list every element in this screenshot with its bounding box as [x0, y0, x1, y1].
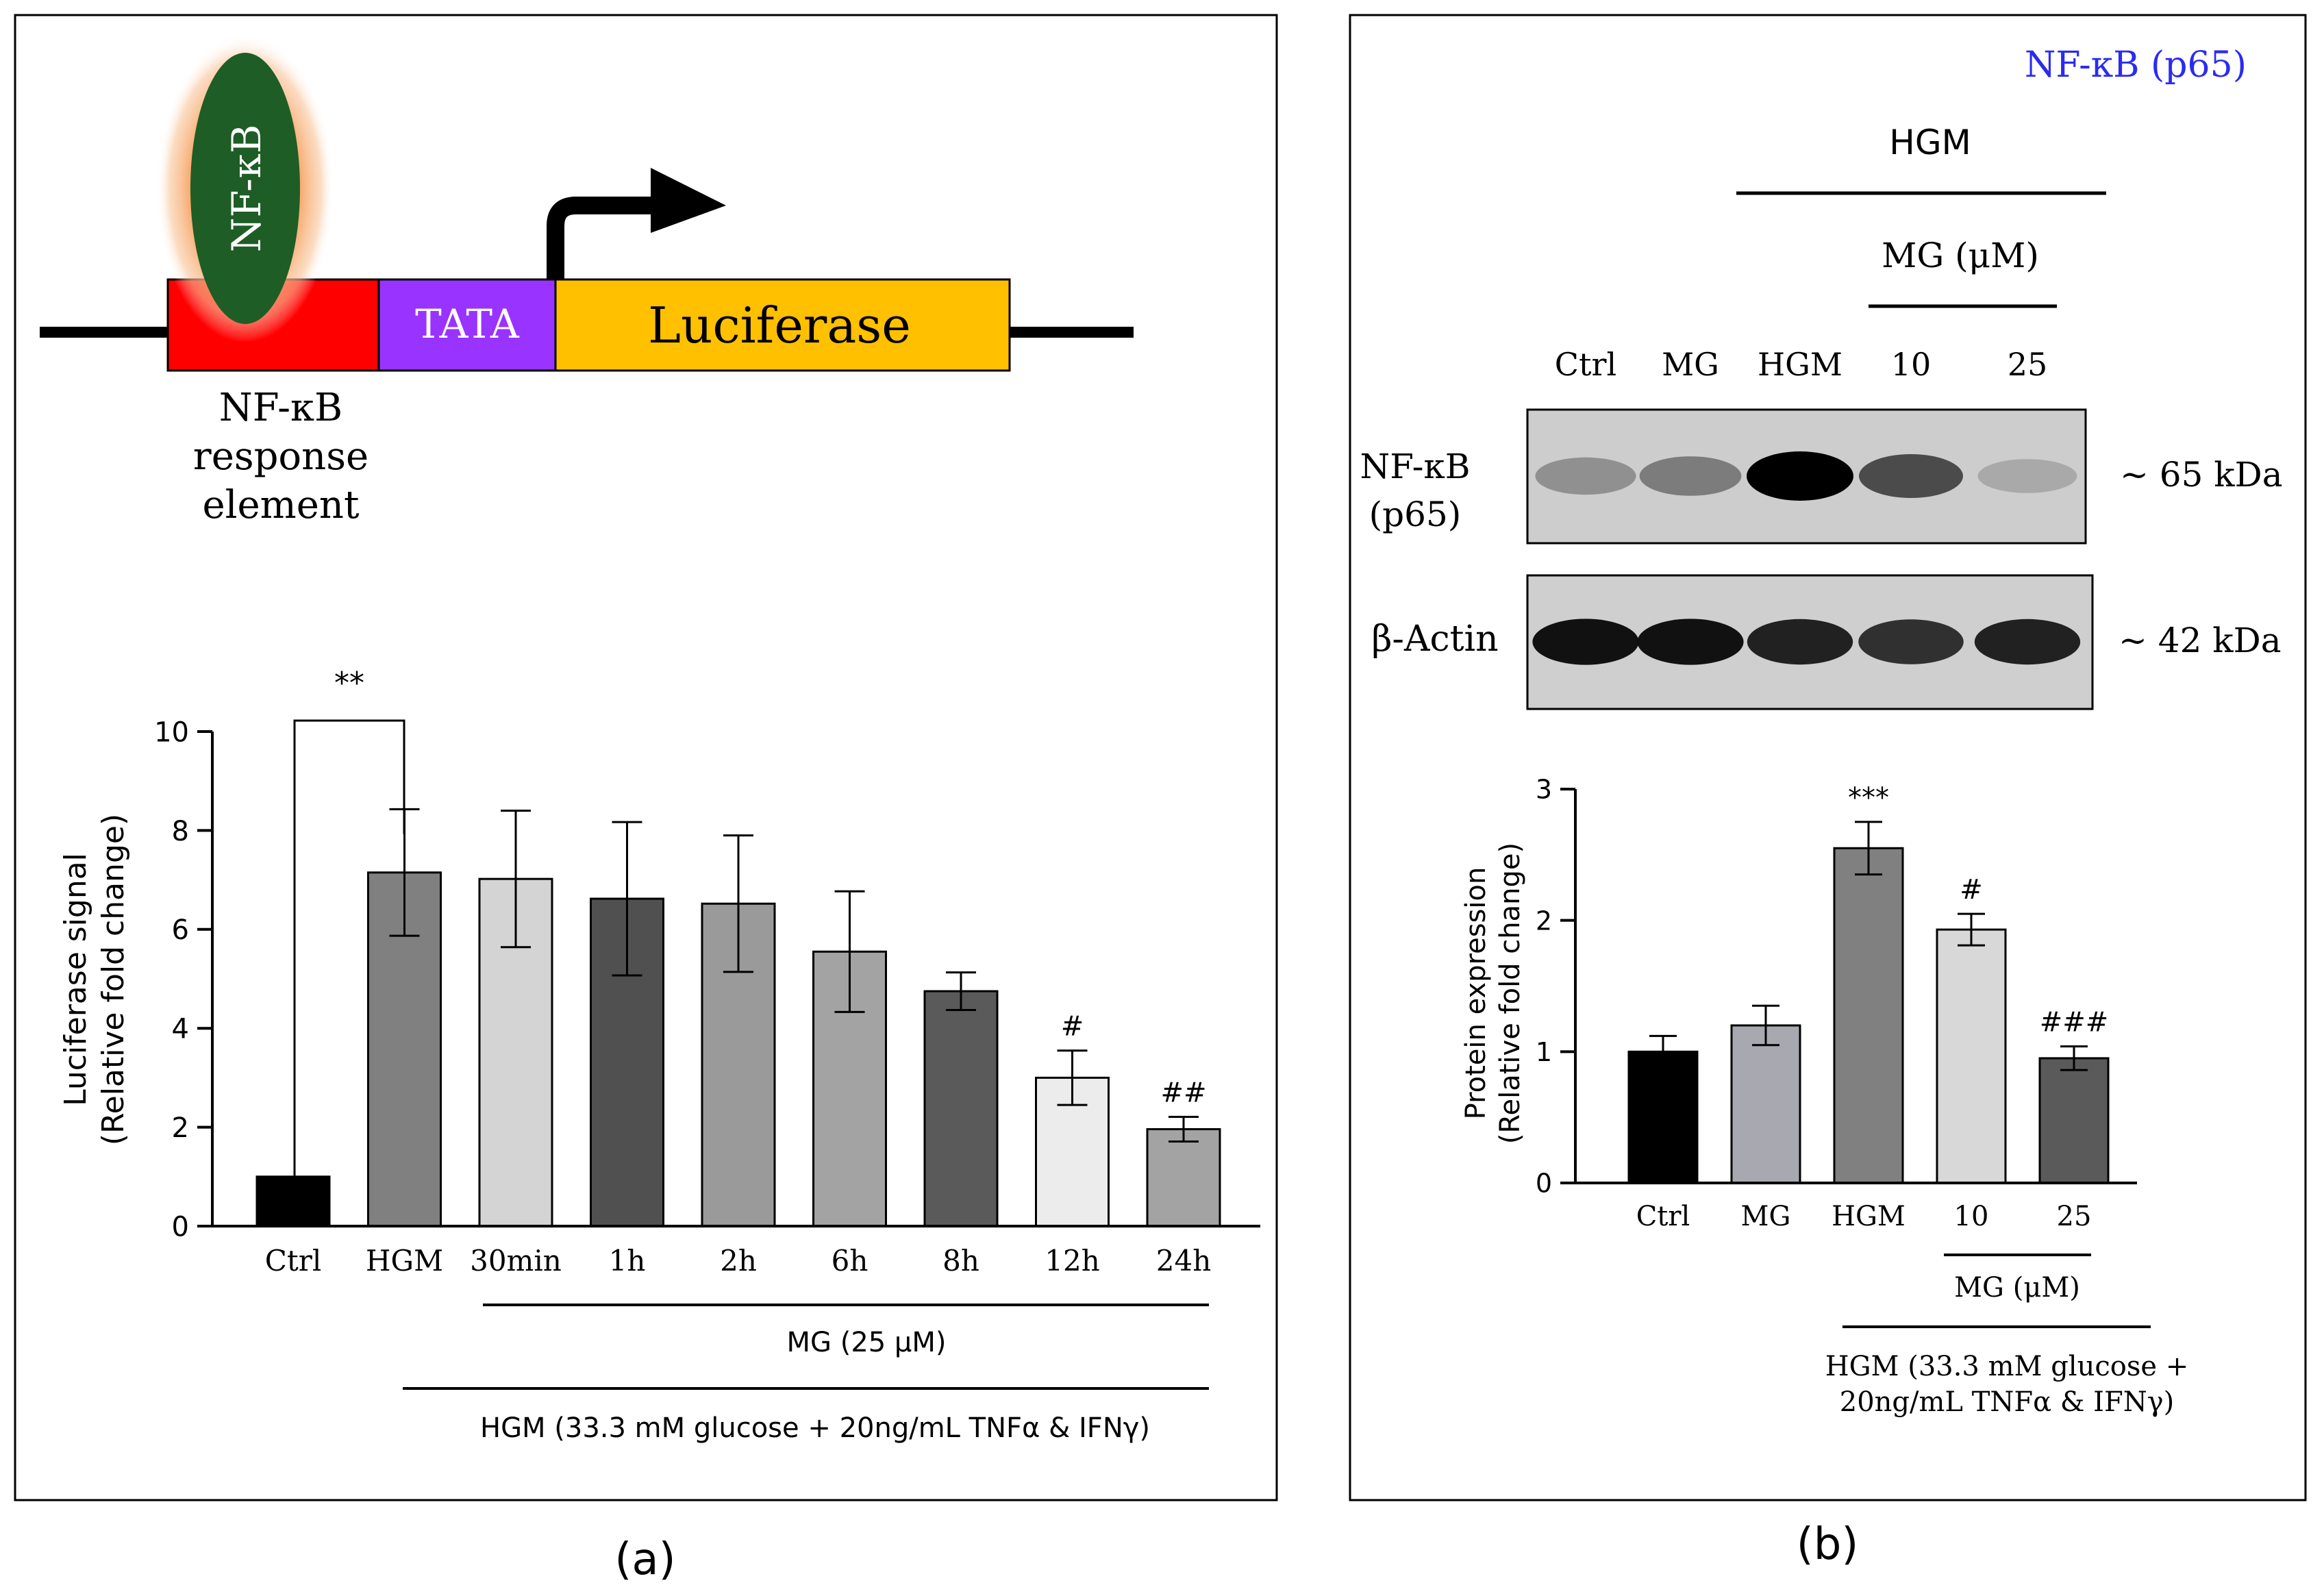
blot-band: [1859, 454, 1963, 498]
blot-size-nfkb: ~ 65 kDa: [2120, 455, 2283, 495]
y-tick-label: 3: [1536, 775, 1552, 805]
blot-band: [1858, 619, 1964, 664]
chart-a-significance-bracket: [293, 719, 405, 1177]
significance-marker: ***: [1848, 782, 1889, 814]
x-tick-label: 1h: [609, 1244, 646, 1277]
blot-size-actin: ~ 42 kDa: [2119, 621, 2282, 660]
blot-band: [1532, 619, 1639, 665]
blot-lane-label: Ctrl: [1555, 346, 1616, 383]
blot-mg-label: MG (μM): [1882, 236, 2039, 275]
chart-b-mg-group-label: MG (μM): [1954, 1272, 2080, 1304]
x-tick-label: 2h: [720, 1244, 757, 1277]
chart-a-mg-group-label: MG (25 μM): [786, 1327, 946, 1358]
y-tick-label: 1: [1536, 1037, 1552, 1067]
blot-lane-label: HGM: [1758, 346, 1842, 383]
blot-hgm-label: HGM: [1889, 123, 1971, 162]
x-tick-label: 30min: [470, 1244, 562, 1277]
x-tick-label: 6h: [832, 1244, 869, 1277]
chart-a-hgm-group-label: HGM (33.3 mM glucose + 20ng/mL TNFα & IF…: [480, 1412, 1150, 1444]
response-element-line3: element: [202, 483, 360, 527]
nfkb-oval: [190, 53, 300, 324]
y-tick-label: 0: [172, 1211, 189, 1243]
blot-row-label-line2: (p65): [1369, 495, 1462, 534]
response-element-line2: response: [193, 434, 368, 479]
x-tick-label: 25: [2057, 1201, 2092, 1232]
y-tick-label: 2: [1536, 906, 1552, 936]
panel-b: NF-κB (p65) HGM MG (μM) Ctrl MG HGM 10 2…: [1349, 14, 2307, 1501]
x-tick-label: 12h: [1045, 1244, 1100, 1277]
blot-lane-label: 10: [1891, 346, 1932, 383]
blot-row-actin: β-Actin ~ 42 kDa: [1371, 574, 2282, 710]
significance-marker: ##: [1160, 1077, 1206, 1108]
blot-band: [1637, 619, 1744, 665]
significance-marker: ###: [2040, 1007, 2109, 1038]
bar-ctrl: [255, 1175, 331, 1227]
blot-band: [1974, 619, 2081, 665]
bar-10: [1936, 928, 2007, 1184]
bar-8h: [923, 990, 999, 1227]
blot-band: [1535, 457, 1636, 495]
panel-a-frame: [14, 14, 1278, 1501]
x-tick-label: HGM: [366, 1244, 443, 1277]
transcription-arrow-head: [651, 168, 726, 233]
x-tick-label: Ctrl: [265, 1244, 322, 1277]
y-tick-label: 4: [172, 1014, 189, 1045]
blot-band: [1977, 459, 2077, 493]
blot-header: HGM MG (μM) Ctrl MG HGM 10 25: [1555, 123, 2106, 383]
panel-a-caption: (a): [614, 1534, 675, 1585]
y-tick-label: 8: [172, 816, 189, 847]
panel-a: TATA Luciferase NF-κB NF-κB response ele…: [14, 14, 1278, 1501]
chart-b-ylabel-line1: Protein expression: [1460, 867, 1492, 1120]
chart-a-bracket-label: **: [334, 666, 364, 701]
panel-b-caption: (b): [1797, 1519, 1859, 1570]
blot-row-nfkb: NF-κB (p65) ~ 65 kDa: [1360, 408, 2283, 545]
blot-band: [1639, 456, 1742, 496]
bar-25: [2038, 1057, 2110, 1184]
chart-b-ylabel-line2: (Relative fold change): [1495, 843, 1526, 1144]
x-tick-label: MG: [1741, 1201, 1791, 1232]
nfkb-oval-label: NF-κB: [223, 125, 270, 253]
bar-ctrl: [1627, 1050, 1699, 1184]
blot-band: [1747, 451, 1853, 501]
y-tick-label: 10: [154, 716, 189, 748]
panel-b-frame: [1349, 14, 2307, 1501]
x-tick-label: 24h: [1156, 1244, 1212, 1277]
luciferase-label: Luciferase: [648, 297, 911, 354]
blot-lane-label: MG: [1662, 346, 1719, 383]
y-tick-label: 2: [172, 1112, 189, 1144]
y-tick-label: 0: [1536, 1169, 1552, 1199]
significance-marker: #: [1960, 874, 1983, 906]
x-tick-label: 10: [1954, 1201, 1989, 1232]
panel-b-title: NF-κB (p65): [2025, 45, 2247, 86]
x-tick-label: 8h: [942, 1244, 979, 1277]
tata-label: TATA: [415, 301, 520, 347]
blot-band: [1747, 619, 1853, 665]
significance-marker: #: [1061, 1011, 1084, 1043]
blot-lane-label: 25: [2008, 346, 2048, 383]
blot-row-label-actin: β-Actin: [1371, 619, 1498, 660]
chart-a-ylabel-line2: (Relative fold change): [96, 814, 131, 1145]
luciferase-box: [554, 278, 1011, 372]
transcription-arrow: [547, 197, 658, 279]
x-tick-label: Ctrl: [1636, 1201, 1690, 1232]
bar-mg: [1730, 1024, 1801, 1184]
response-element-line1: NF-κB: [219, 386, 342, 430]
chart-b-hgm-group-label-line2: 20ng/mL TNFα & IFNγ): [1840, 1386, 2175, 1418]
y-tick-label: 6: [172, 914, 189, 946]
chart-a-ylabel-line1: Luciferase signal: [58, 853, 93, 1106]
bar-24h: [1146, 1127, 1221, 1227]
luciferase-construct-diagram: TATA Luciferase NF-κB NF-κB response ele…: [40, 34, 1134, 527]
bar-hgm: [1833, 847, 1904, 1184]
blot-row-label-line1: NF-κB: [1360, 447, 1470, 486]
x-tick-label: HGM: [1832, 1201, 1906, 1232]
chart-b-hgm-group-label-line1: HGM (33.3 mM glucose +: [1825, 1351, 2189, 1382]
